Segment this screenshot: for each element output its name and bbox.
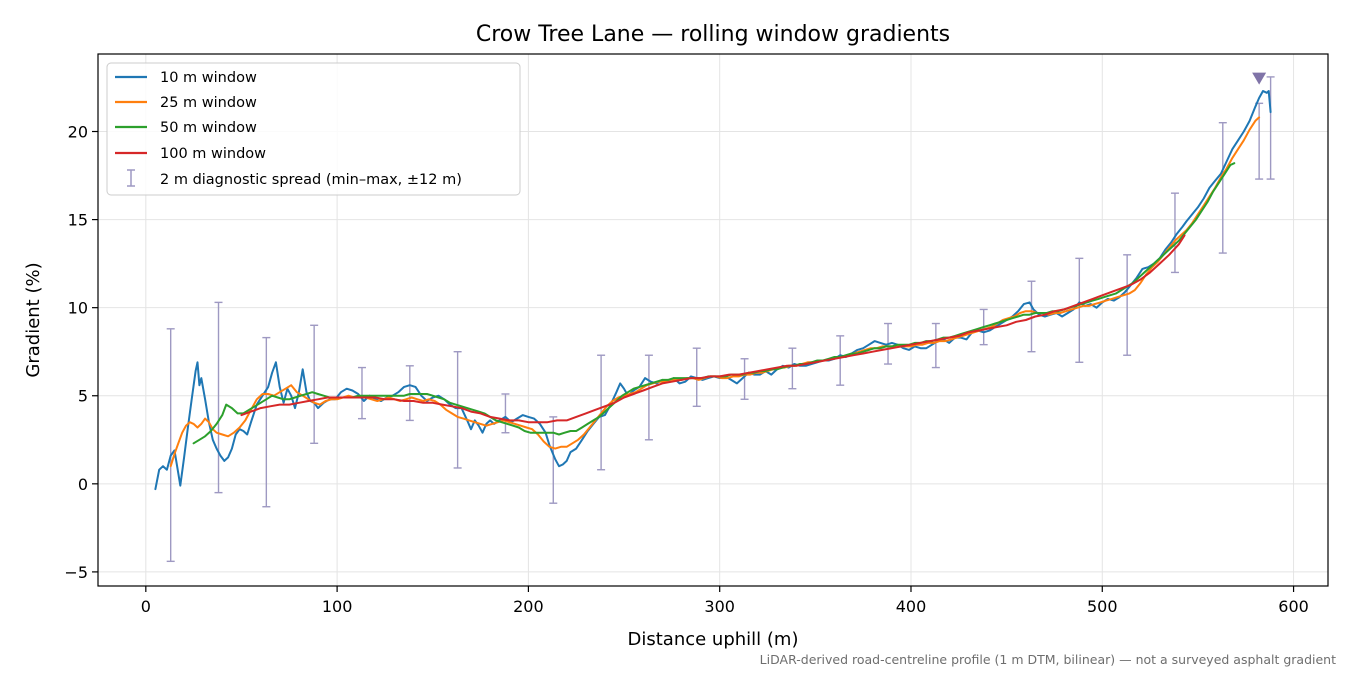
error-bar-19 [1075,257,1084,363]
x-tick-label-4: 400 [896,597,927,616]
x-tick-label-1: 100 [322,597,353,616]
legend-label-25m: 25 m window [160,95,257,111]
error-bar-24 [1266,76,1275,180]
legend-label-10m: 10 m window [160,70,257,86]
y-tick-label-1: 0 [78,475,88,494]
legend-swatch-errorbar [127,169,135,187]
error-bar-18 [1027,280,1036,353]
peak-marker [1252,72,1267,85]
legend-entry-10m: 10 m window [115,70,257,86]
error-bar-2 [262,336,271,508]
error-bar-22 [1218,122,1227,254]
error-bar-4 [357,366,366,420]
chart-title: Crow Tree Lane — rolling window gradient… [476,22,950,47]
error-bar-8 [549,416,558,504]
error-bar-12 [740,358,749,400]
x-tick-label-2: 200 [513,597,544,616]
x-axis-label: Distance uphill (m) [628,629,799,650]
legend-box [106,62,521,196]
plot-frame [97,53,1329,587]
y-tick-label-0: −5 [64,563,88,582]
error-bar-10 [644,354,653,441]
series-line-3 [240,234,1186,424]
error-bar-1 [214,301,223,494]
y-axis-label: Gradient (%) [23,262,44,377]
x-tick-label-6: 600 [1278,597,1309,616]
legend-label-spread: 2 m diagnostic spread (min–max, ±12 m) [160,172,462,188]
x-tick-label-3: 300 [704,597,735,616]
error-bar-7 [501,393,510,434]
error-bar-3 [310,324,319,445]
gridlines [98,54,1328,586]
y-tick-label-2: 5 [78,387,88,406]
legend-label-100m: 100 m window [160,146,266,162]
error-bar-21 [1170,192,1179,274]
legend-label-50m: 50 m window [160,120,257,136]
error-bar-23 [1255,102,1264,180]
y-tick-label-4: 15 [68,211,88,230]
error-bar-20 [1123,254,1132,356]
footnote: LiDAR-derived road-centreline profile (1… [760,652,1336,667]
legend-entry-spread: 2 m diagnostic spread (min–max, ±12 m) [127,169,462,188]
series-lines [154,90,1272,491]
peak-marker-layer [1252,72,1267,85]
axis-ticks: 0 100 200 300 400 500 600 −5 0 5 10 15 20 [64,123,1308,616]
legend: 10 m window 25 m window 50 m window 100 … [106,62,521,196]
error-bar-13 [788,347,797,390]
x-tick-label-5: 500 [1087,597,1118,616]
legend-entry-25m: 25 m window [115,95,257,111]
legend-entry-50m: 50 m window [115,120,257,136]
error-bar-14 [836,335,845,386]
error-bar-0 [166,328,175,563]
error-bars [166,76,1275,563]
y-tick-label-3: 10 [68,299,88,318]
legend-entry-100m: 100 m window [115,146,266,162]
x-tick-label-0: 0 [141,597,151,616]
error-bar-16 [931,322,940,369]
y-tick-label-5: 20 [68,123,88,142]
error-bar-6 [453,351,462,469]
